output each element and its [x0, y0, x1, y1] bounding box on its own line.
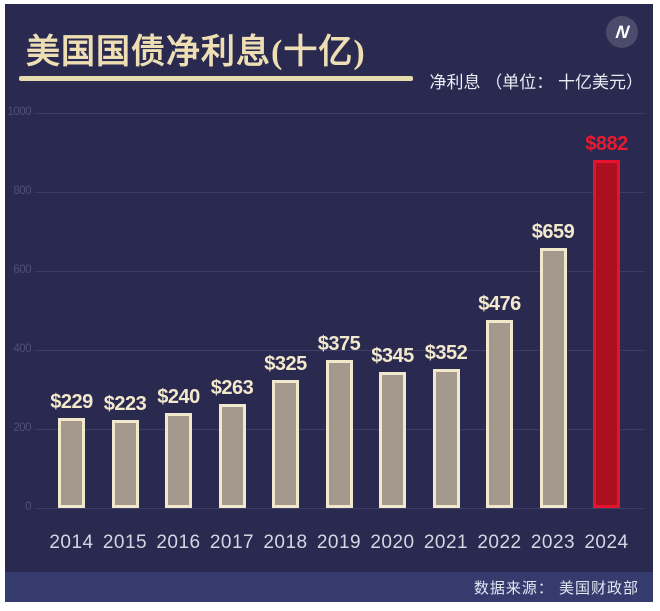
legend-label: 净利息 （单位： 十亿美元） — [429, 73, 643, 92]
y-axis-label-800: 800 — [13, 185, 31, 197]
gridline-600 — [35, 271, 645, 272]
value-label-2021: $352 — [424, 341, 468, 364]
x-axis-label-2018: 2018 — [263, 532, 308, 553]
y-axis-label-600: 600 — [13, 264, 31, 276]
chart-title: 美国国债净利息(十亿) — [26, 34, 366, 71]
x-axis-label-2015: 2015 — [102, 532, 148, 553]
bar-2020 — [379, 371, 406, 508]
x-axis-label-2020: 2020 — [370, 532, 415, 553]
bar-2017 — [218, 404, 246, 508]
x-axis-label-2017: 2017 — [209, 532, 255, 553]
bar-2021 — [432, 368, 460, 508]
y-axis-label-0: 0 — [25, 501, 31, 513]
gridline-800 — [35, 192, 645, 193]
x-axis-label-2024: 2024 — [584, 532, 629, 553]
bar-2024 — [593, 159, 620, 508]
x-axis-label-2023: 2023 — [530, 532, 576, 553]
footer-bar: 数据来源： 美国财政部 — [5, 572, 653, 602]
value-label-2023: $659 — [531, 220, 575, 243]
x-axis-label-2016: 2016 — [156, 532, 201, 553]
title-underline — [19, 76, 413, 81]
brand-logo: N — [606, 16, 638, 48]
y-axis-label-200: 200 — [13, 422, 31, 434]
value-label-2017: $263 — [210, 377, 254, 400]
value-label-2015: $223 — [103, 392, 147, 415]
bar-chart: 1000 800 600 400 200 0 $229 2014 $223 2015 $240 201… — [5, 4, 653, 572]
x-axis-label-2019: 2019 — [316, 532, 362, 553]
bar-2014 — [58, 417, 85, 508]
value-label-2019: $375 — [317, 332, 361, 355]
gridline-0 — [35, 508, 645, 509]
bar-2015 — [111, 419, 139, 508]
value-label-2016: $240 — [157, 386, 200, 409]
x-axis-label-2014: 2014 — [49, 532, 94, 553]
bar-2023 — [539, 247, 567, 508]
y-axis-label-1000: 1000 — [7, 106, 31, 118]
value-label-2024: $882 — [585, 132, 628, 155]
bar-2022 — [486, 319, 513, 508]
value-label-2014: $229 — [50, 390, 93, 413]
value-label-2022: $476 — [478, 292, 521, 315]
bar-2018 — [272, 379, 299, 508]
y-axis-label-400: 400 — [13, 343, 31, 355]
bar-2019 — [325, 359, 353, 508]
value-label-2020: $345 — [371, 344, 414, 367]
infographic-card: 美国国债净利息(十亿) N 净利息 （单位： 十亿美元） 1000 800 600 4… — [5, 4, 653, 602]
value-label-2018: $325 — [264, 352, 307, 375]
gridline-1000 — [35, 113, 645, 114]
bar-2016 — [165, 413, 192, 508]
x-axis-label-2021: 2021 — [423, 532, 469, 553]
x-axis-label-2022: 2022 — [477, 532, 522, 553]
data-source-label: 数据来源： 美国财政部 — [473, 579, 639, 597]
gridline-400 — [35, 350, 645, 351]
